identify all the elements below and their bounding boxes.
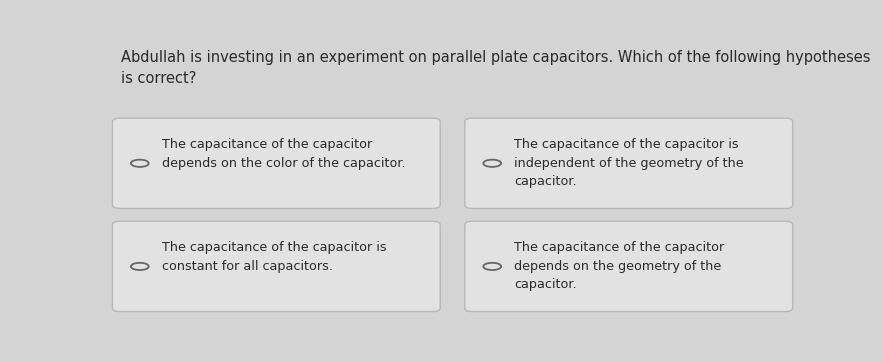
Text: Abdullah is investing in an experiment on parallel plate capacitors. Which of th: Abdullah is investing in an experiment o… [121,50,870,86]
FancyBboxPatch shape [464,118,793,209]
FancyBboxPatch shape [112,118,441,209]
Text: The capacitance of the capacitor
depends on the geometry of the
capacitor.: The capacitance of the capacitor depends… [514,241,724,291]
Text: The capacitance of the capacitor is
independent of the geometry of the
capacitor: The capacitance of the capacitor is inde… [514,138,743,188]
Text: The capacitance of the capacitor
depends on the color of the capacitor.: The capacitance of the capacitor depends… [162,138,405,170]
Text: The capacitance of the capacitor is
constant for all capacitors.: The capacitance of the capacitor is cons… [162,241,387,273]
FancyBboxPatch shape [112,221,441,312]
FancyBboxPatch shape [464,221,793,312]
